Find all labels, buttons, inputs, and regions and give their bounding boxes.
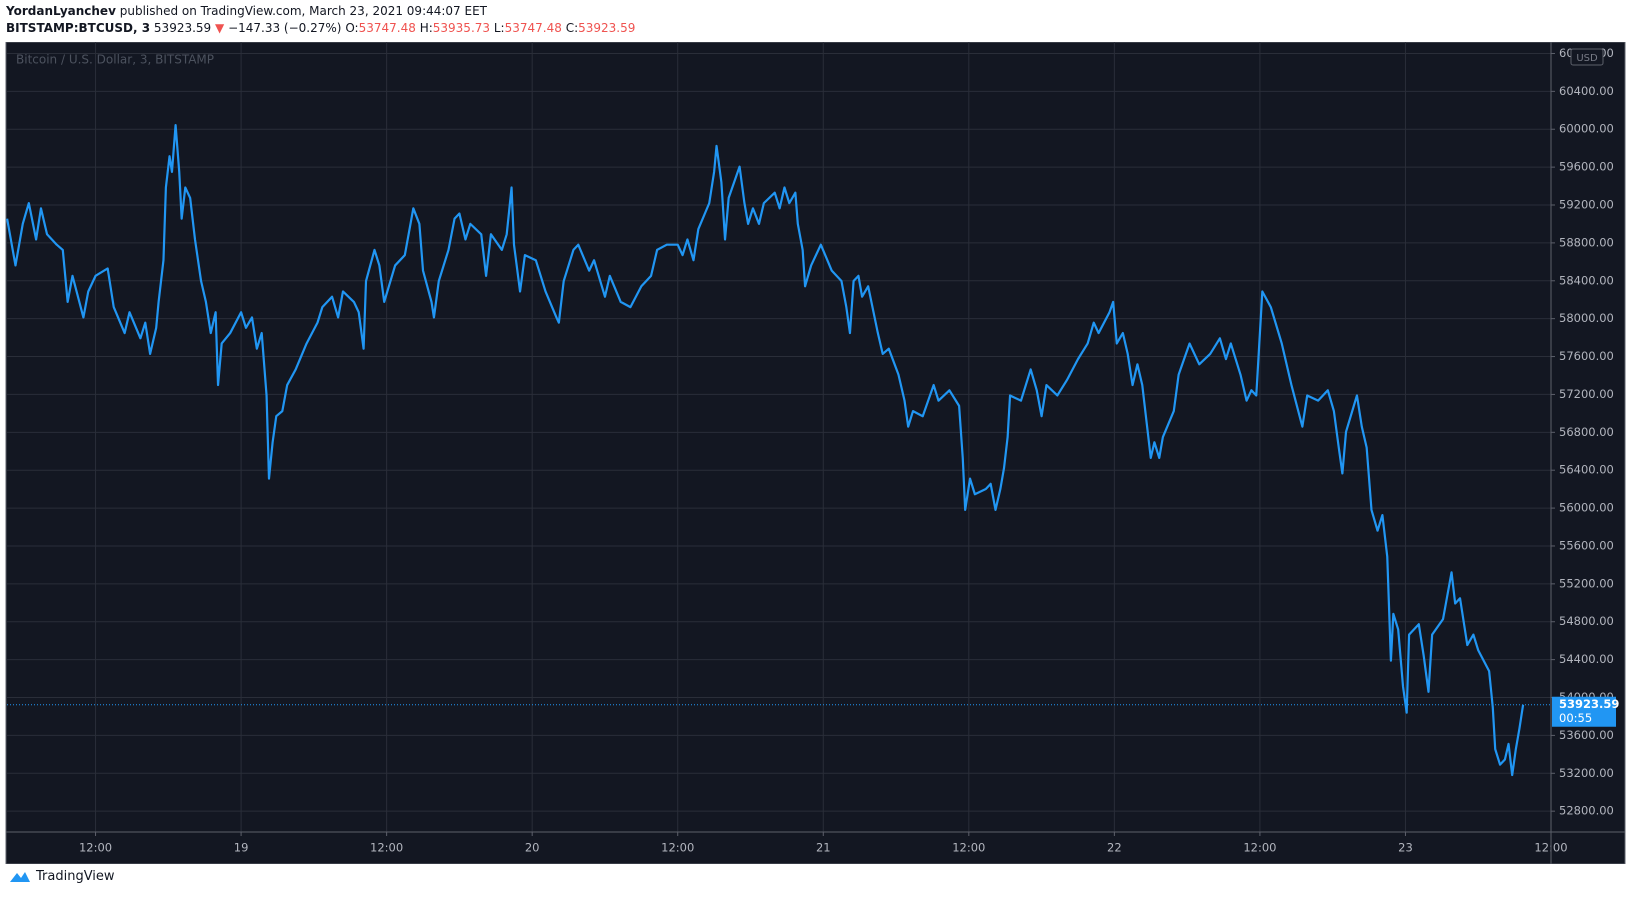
y-tick-label: 60400.00 — [1559, 84, 1614, 98]
price-line — [6, 123, 1525, 777]
currency-box — [1570, 48, 1604, 66]
y-tick-label: 57600.00 — [1559, 349, 1614, 363]
down-arrow: ▼ — [215, 21, 225, 35]
y-tick-label: 55600.00 — [1559, 538, 1614, 552]
y-tick-label: 58800.00 — [1559, 235, 1614, 249]
y-tick-label: 53200.00 — [1559, 766, 1614, 780]
logo — [10, 872, 30, 882]
x-tick-label: 12:00 — [79, 841, 112, 855]
symbol-line: BITSTAMP:BTCUSD, 3 53923.59 ▼ −147.33 (−… — [6, 21, 635, 35]
ohlc: O:53747.48 H:53935.73 L:53747.48 C:53923… — [345, 21, 635, 35]
y-tick-label: 54800.00 — [1559, 614, 1614, 628]
y-tick-label: 58000.00 — [1559, 311, 1614, 325]
chart-background — [5, 42, 1626, 864]
x-tick-label: 23 — [1398, 841, 1413, 855]
symbol: BITSTAMP:BTCUSD, 3 — [6, 21, 151, 35]
ohlc-value: 53747.48 — [358, 21, 416, 35]
publish-line: YordanLyanchev published on TradingView.… — [6, 4, 487, 18]
grid — [7, 42, 1552, 832]
ohlc-label: C: — [565, 21, 579, 35]
x-tick-label: 19 — [234, 841, 249, 855]
y-tick-label: 54400.00 — [1559, 652, 1614, 666]
footer: TradingView — [8, 868, 115, 884]
x-tick-label: 12:00 — [952, 841, 985, 855]
y-tick-label: 56000.00 — [1559, 501, 1614, 515]
y-tick-label: 52800.00 — [1559, 804, 1614, 818]
x-tick-label: 20 — [525, 841, 540, 855]
author: YordanLyanchev — [6, 4, 116, 18]
x-tick-label: 22 — [1107, 841, 1122, 855]
ohlc-label: O: — [345, 21, 359, 35]
ohlc-label: L: — [493, 21, 505, 35]
x-tick-label: 12:00 — [661, 841, 694, 855]
x-tick-label: 12:00 — [370, 841, 403, 855]
currency: USD — [1576, 53, 1598, 64]
y-tick-label: 56800.00 — [1559, 425, 1614, 439]
plot — [6, 123, 1551, 777]
brand: TradingView — [36, 868, 115, 884]
last-price: 53923.59 — [153, 21, 212, 35]
ohlc-label: H: — [419, 21, 433, 35]
y-tick-label: 57200.00 — [1559, 387, 1614, 401]
y-tick-label: 60000.00 — [1559, 122, 1614, 136]
ohlc-value: 53935.73 — [432, 21, 491, 35]
logo-shape — [10, 872, 30, 882]
price-tag-label: 53923.59 — [1559, 697, 1619, 711]
chart: Bitcoin / U.S. Dollar, 3, BITSTAMP 12:00… — [5, 42, 1626, 864]
ohlc-value: 53747.48 — [504, 21, 562, 35]
y-tick-label: 59600.00 — [1559, 160, 1614, 174]
x-tick-label: 21 — [816, 841, 831, 855]
y-tick-label: 59200.00 — [1559, 198, 1614, 212]
change: −147.33 (−0.27%) — [228, 21, 342, 35]
watermark: Bitcoin / U.S. Dollar, 3, BITSTAMP — [16, 53, 214, 67]
x-tick-label: 12:00 — [1243, 841, 1276, 855]
y-tick-label: 55200.00 — [1559, 576, 1614, 590]
y-tick-label: 53600.00 — [1559, 728, 1614, 742]
y-tick-label: 58400.00 — [1559, 273, 1614, 287]
countdown: 00:55 — [1559, 711, 1592, 725]
price-tag-box — [1552, 696, 1616, 727]
y-tick-label: 56400.00 — [1559, 463, 1614, 477]
ohlc-value: 53923.59 — [578, 21, 636, 35]
published: published on TradingView.com, March 23, … — [119, 4, 487, 18]
